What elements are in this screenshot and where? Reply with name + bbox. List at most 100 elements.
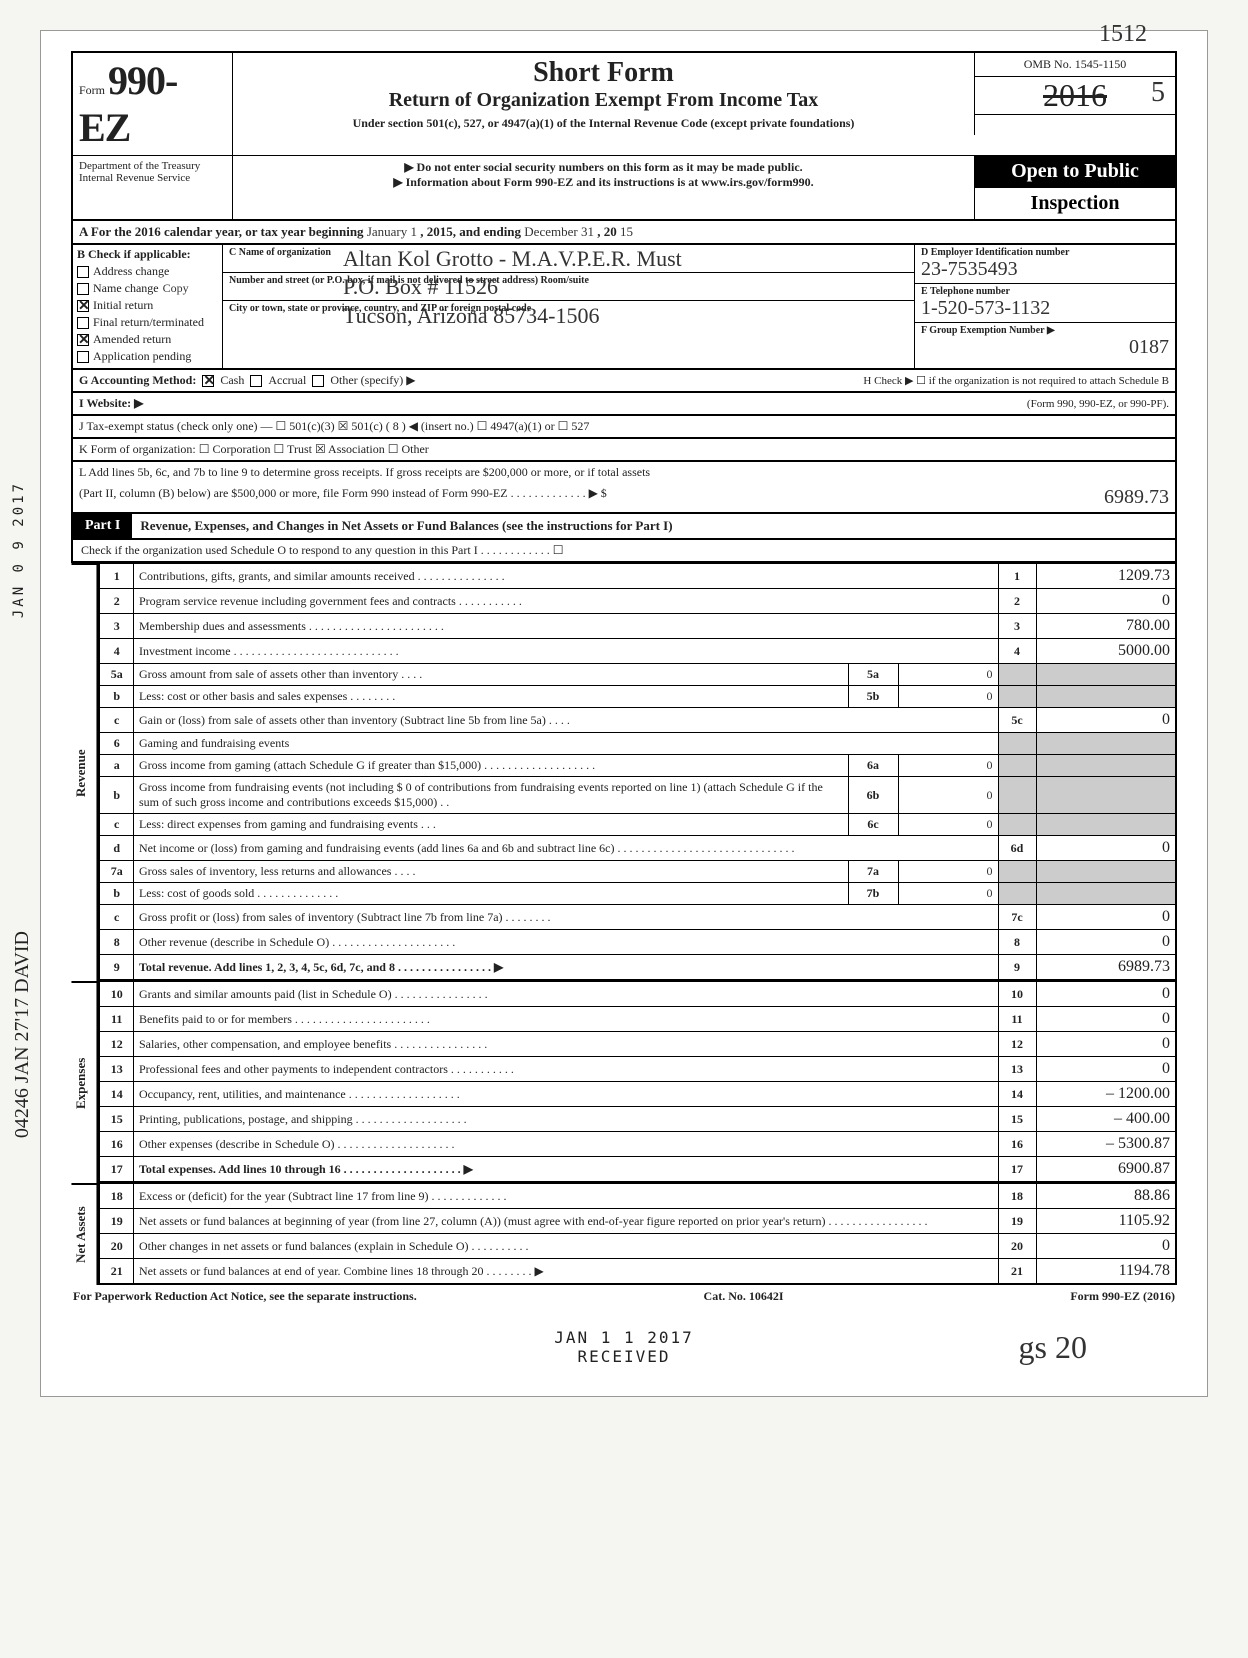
row-a-end: December 31 (524, 224, 594, 239)
accrual-checkbox[interactable] (250, 375, 262, 387)
right-col: 7c (998, 905, 1036, 930)
table-row: 15Printing, publications, postage, and s… (99, 1107, 1176, 1132)
checkbox-row: Initial return (77, 298, 218, 313)
right-col: 12 (998, 1032, 1036, 1057)
line-number: 21 (99, 1259, 133, 1285)
checkbox-row: Application pending (77, 349, 218, 364)
col-b-header: B Check if applicable: (77, 247, 218, 262)
check-amended-return[interactable] (77, 334, 89, 346)
right-col: 13 (998, 1057, 1036, 1082)
table-row: aGross income from gaming (attach Schedu… (99, 755, 1176, 777)
inspection-label: Inspection (975, 187, 1175, 219)
table-row: 7aGross sales of inventory, less returns… (99, 861, 1176, 883)
line-desc: Grants and similar amounts paid (list in… (133, 982, 998, 1007)
line-desc: Excess or (deficit) for the year (Subtra… (133, 1184, 998, 1209)
shade-cell (998, 755, 1036, 777)
shade-cell (998, 814, 1036, 836)
expenses-side-label: Expenses (71, 981, 98, 1183)
line-number: 6 (99, 733, 133, 755)
line-number: 19 (99, 1209, 133, 1234)
line-number: 20 (99, 1234, 133, 1259)
table-row: 17Total expenses. Add lines 10 through 1… (99, 1157, 1176, 1183)
right-col: 4 (998, 639, 1036, 664)
side-col: 6c (848, 814, 898, 836)
table-row: dNet income or (loss) from gaming and fu… (99, 836, 1176, 861)
line-number: c (99, 708, 133, 733)
table-row: 2Program service revenue including gover… (99, 589, 1176, 614)
table-row: 6Gaming and fundraising events (99, 733, 1176, 755)
table-row: 21Net assets or fund balances at end of … (99, 1259, 1176, 1285)
shade-cell (1036, 664, 1176, 686)
row-a-yr-hand: 15 (620, 224, 633, 239)
org-addr-line: Number and street (or P.O. box, if mail … (223, 273, 914, 301)
page-footer: For Paperwork Reduction Act Notice, see … (71, 1285, 1177, 1308)
table-row: 9Total revenue. Add lines 1, 2, 3, 4, 5c… (99, 955, 1176, 981)
right-col: 5c (998, 708, 1036, 733)
shade-cell (1036, 814, 1176, 836)
form-page: 15 12 Form 990-EZ Short Form Return of Or… (40, 30, 1208, 1397)
checkbox-row: Address change (77, 264, 218, 279)
revenue-side-label: Revenue (71, 563, 98, 981)
side-col: 7a (848, 861, 898, 883)
right-val: 0 (1036, 1032, 1176, 1057)
side-col: 5b (848, 686, 898, 708)
l-total-hand: 6989.73 (1104, 486, 1169, 509)
right-col: 1 (998, 564, 1036, 589)
right-val: 5000.00 (1036, 639, 1176, 664)
right-val: – 1200.00 (1036, 1082, 1176, 1107)
h-label: H Check ▶ ☐ if the organization is not r… (863, 374, 1169, 387)
block-bc: B Check if applicable: Address changeNam… (71, 245, 1177, 370)
footer-left: For Paperwork Reduction Act Notice, see … (73, 1289, 417, 1304)
check-label: Initial return (93, 298, 153, 313)
right-val: – 5300.87 (1036, 1132, 1176, 1157)
date-stamps: JAN 1 1 2017 RECEIVED (71, 1328, 1177, 1366)
right-val: 6900.87 (1036, 1157, 1176, 1183)
right-val: 0 (1036, 1007, 1176, 1032)
side-col: 6a (848, 755, 898, 777)
check-label: Final return/terminated (93, 315, 204, 330)
title-cell: Short Form Return of Organization Exempt… (233, 53, 975, 135)
other-checkbox[interactable] (312, 375, 324, 387)
netassets-side-label: Net Assets (71, 1183, 98, 1285)
row-a-mid: , 2015, and ending (420, 224, 521, 239)
check-final-return-terminated[interactable] (77, 317, 89, 329)
line-number: 7a (99, 861, 133, 883)
check-initial-return[interactable] (77, 300, 89, 312)
group-label: F Group Exemption Number ▶ (921, 325, 1169, 336)
right-val: 6989.73 (1036, 955, 1176, 981)
table-row: 11Benefits paid to or for members . . . … (99, 1007, 1176, 1032)
col-c: C Name of organization Altan Kol Grotto … (223, 245, 915, 368)
cash-checkbox[interactable] (202, 375, 214, 387)
line-number: 13 (99, 1057, 133, 1082)
part1-title: Revenue, Expenses, and Changes in Net As… (132, 514, 1175, 538)
side-val: 0 (898, 755, 998, 777)
check-address-change[interactable] (77, 266, 89, 278)
right-val: 0 (1036, 589, 1176, 614)
check-application-pending[interactable] (77, 351, 89, 363)
table-row: cGain or (loss) from sale of assets othe… (99, 708, 1176, 733)
table-row: 12Salaries, other compensation, and empl… (99, 1032, 1176, 1057)
line-number: b (99, 883, 133, 905)
part1-sub-text: Check if the organization used Schedule … (81, 543, 563, 558)
line-number: 18 (99, 1184, 133, 1209)
g-label: G Accounting Method: (79, 373, 196, 388)
group-hand: 0187 (921, 336, 1169, 359)
line-desc: Other expenses (describe in Schedule O) … (133, 1132, 998, 1157)
stamp-recv: RECEIVED (71, 1347, 1177, 1366)
line-desc: Gross sales of inventory, less returns a… (133, 861, 848, 883)
check-label: Application pending (93, 349, 191, 364)
right-col: 3 (998, 614, 1036, 639)
line-desc: Other revenue (describe in Schedule O) .… (133, 930, 998, 955)
right-col: 11 (998, 1007, 1036, 1032)
shade-cell (1036, 861, 1176, 883)
right-col: 8 (998, 930, 1036, 955)
check-name-change[interactable] (77, 283, 89, 295)
line-desc: Less: cost or other basis and sales expe… (133, 686, 848, 708)
side-col: 5a (848, 664, 898, 686)
form-id-cell: Form 990-EZ (73, 53, 233, 155)
right-val: – 400.00 (1036, 1107, 1176, 1132)
initials: gs 20 (1019, 1329, 1087, 1366)
form-under: Under section 501(c), 527, or 4947(a)(1)… (241, 116, 966, 131)
header-row: Form 990-EZ Short Form Return of Organiz… (71, 51, 1177, 155)
line-desc: Gain or (loss) from sale of assets other… (133, 708, 998, 733)
